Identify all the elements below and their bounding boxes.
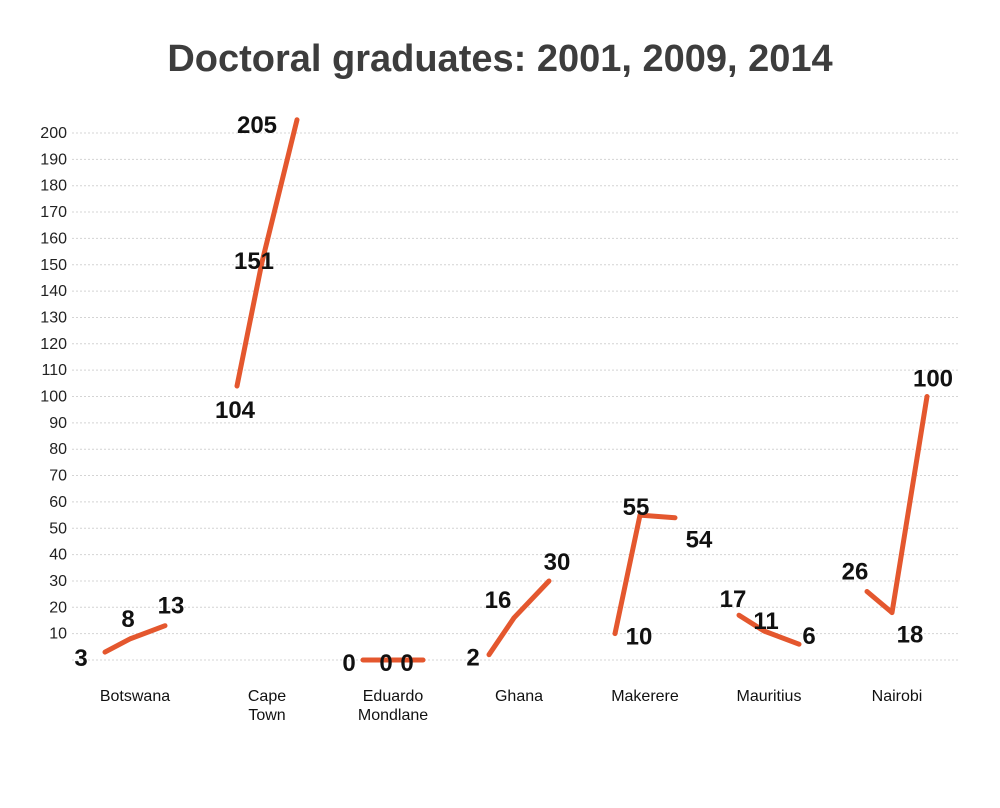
data-label: 54 bbox=[686, 527, 713, 554]
data-label: 0 bbox=[379, 650, 392, 677]
data-label: 55 bbox=[623, 494, 650, 521]
data-label: 104 bbox=[215, 397, 256, 424]
x-tick-label: Makerere bbox=[611, 688, 679, 705]
y-tick-label: 90 bbox=[49, 415, 67, 432]
series-lines bbox=[102, 117, 930, 663]
x-tick-label: Eduardo Mondlane bbox=[358, 688, 428, 724]
data-label: 2 bbox=[466, 645, 479, 672]
data-label: 0 bbox=[342, 650, 355, 677]
data-label: 13 bbox=[158, 593, 185, 620]
y-tick-label: 40 bbox=[49, 547, 67, 564]
y-tick-label: 200 bbox=[40, 125, 67, 142]
series-line bbox=[102, 623, 168, 655]
series-line bbox=[234, 117, 300, 389]
data-label: 26 bbox=[842, 558, 869, 585]
x-tick-label: Nairobi bbox=[872, 688, 923, 705]
y-tick-label: 70 bbox=[49, 468, 67, 485]
y-tick-label: 160 bbox=[40, 230, 67, 247]
data-label: 8 bbox=[121, 606, 134, 633]
y-tick-label: 110 bbox=[41, 362, 67, 379]
y-tick-label: 140 bbox=[40, 283, 67, 300]
y-tick-label: 170 bbox=[40, 204, 67, 221]
y-tick-label: 80 bbox=[49, 441, 67, 458]
y-tick-label: 30 bbox=[49, 573, 67, 590]
data-label: 151 bbox=[234, 248, 274, 275]
data-label: 6 bbox=[802, 623, 815, 650]
y-tick-label: 190 bbox=[40, 151, 67, 168]
y-tick-label: 130 bbox=[40, 309, 67, 326]
x-tick-label: Cape Town bbox=[248, 688, 286, 724]
y-tick-label: 100 bbox=[40, 389, 67, 406]
series-line bbox=[864, 394, 930, 616]
data-label: 3 bbox=[74, 645, 87, 672]
y-tick-label: 150 bbox=[40, 257, 67, 274]
y-axis-ticks: 10 20 30 40 50 60 70 80 90 100 110 120 130 140 150 160 1… bbox=[40, 125, 67, 643]
data-label: 100 bbox=[913, 366, 953, 393]
data-label: 205 bbox=[237, 112, 277, 139]
data-label: 16 bbox=[485, 587, 512, 614]
y-tick-label: 50 bbox=[49, 520, 67, 537]
y-tick-label: 10 bbox=[49, 626, 67, 643]
series-line bbox=[612, 512, 678, 637]
data-label: 17 bbox=[720, 586, 747, 613]
gridlines bbox=[72, 132, 958, 661]
data-label: 10 bbox=[626, 624, 653, 651]
x-tick-label: Botswana bbox=[100, 688, 170, 705]
series-line bbox=[486, 578, 552, 658]
data-label: 30 bbox=[544, 549, 571, 576]
x-axis-ticks: Botswana Cape Town Eduardo Mondlane Ghana Make… bbox=[100, 688, 922, 724]
y-tick-label: 120 bbox=[40, 336, 67, 353]
series-line bbox=[736, 612, 802, 647]
chart-title: Doctoral graduates: 2001, 2009, 2014 bbox=[167, 38, 833, 80]
y-tick-label: 60 bbox=[49, 494, 67, 511]
data-label: 18 bbox=[897, 622, 924, 649]
data-label: 0 bbox=[400, 650, 413, 677]
y-tick-label: 180 bbox=[40, 178, 67, 195]
y-tick-label: 20 bbox=[49, 599, 67, 616]
x-tick-label: Mauritius bbox=[737, 688, 802, 705]
x-tick-label: Ghana bbox=[495, 688, 543, 705]
data-label: 11 bbox=[753, 608, 778, 635]
